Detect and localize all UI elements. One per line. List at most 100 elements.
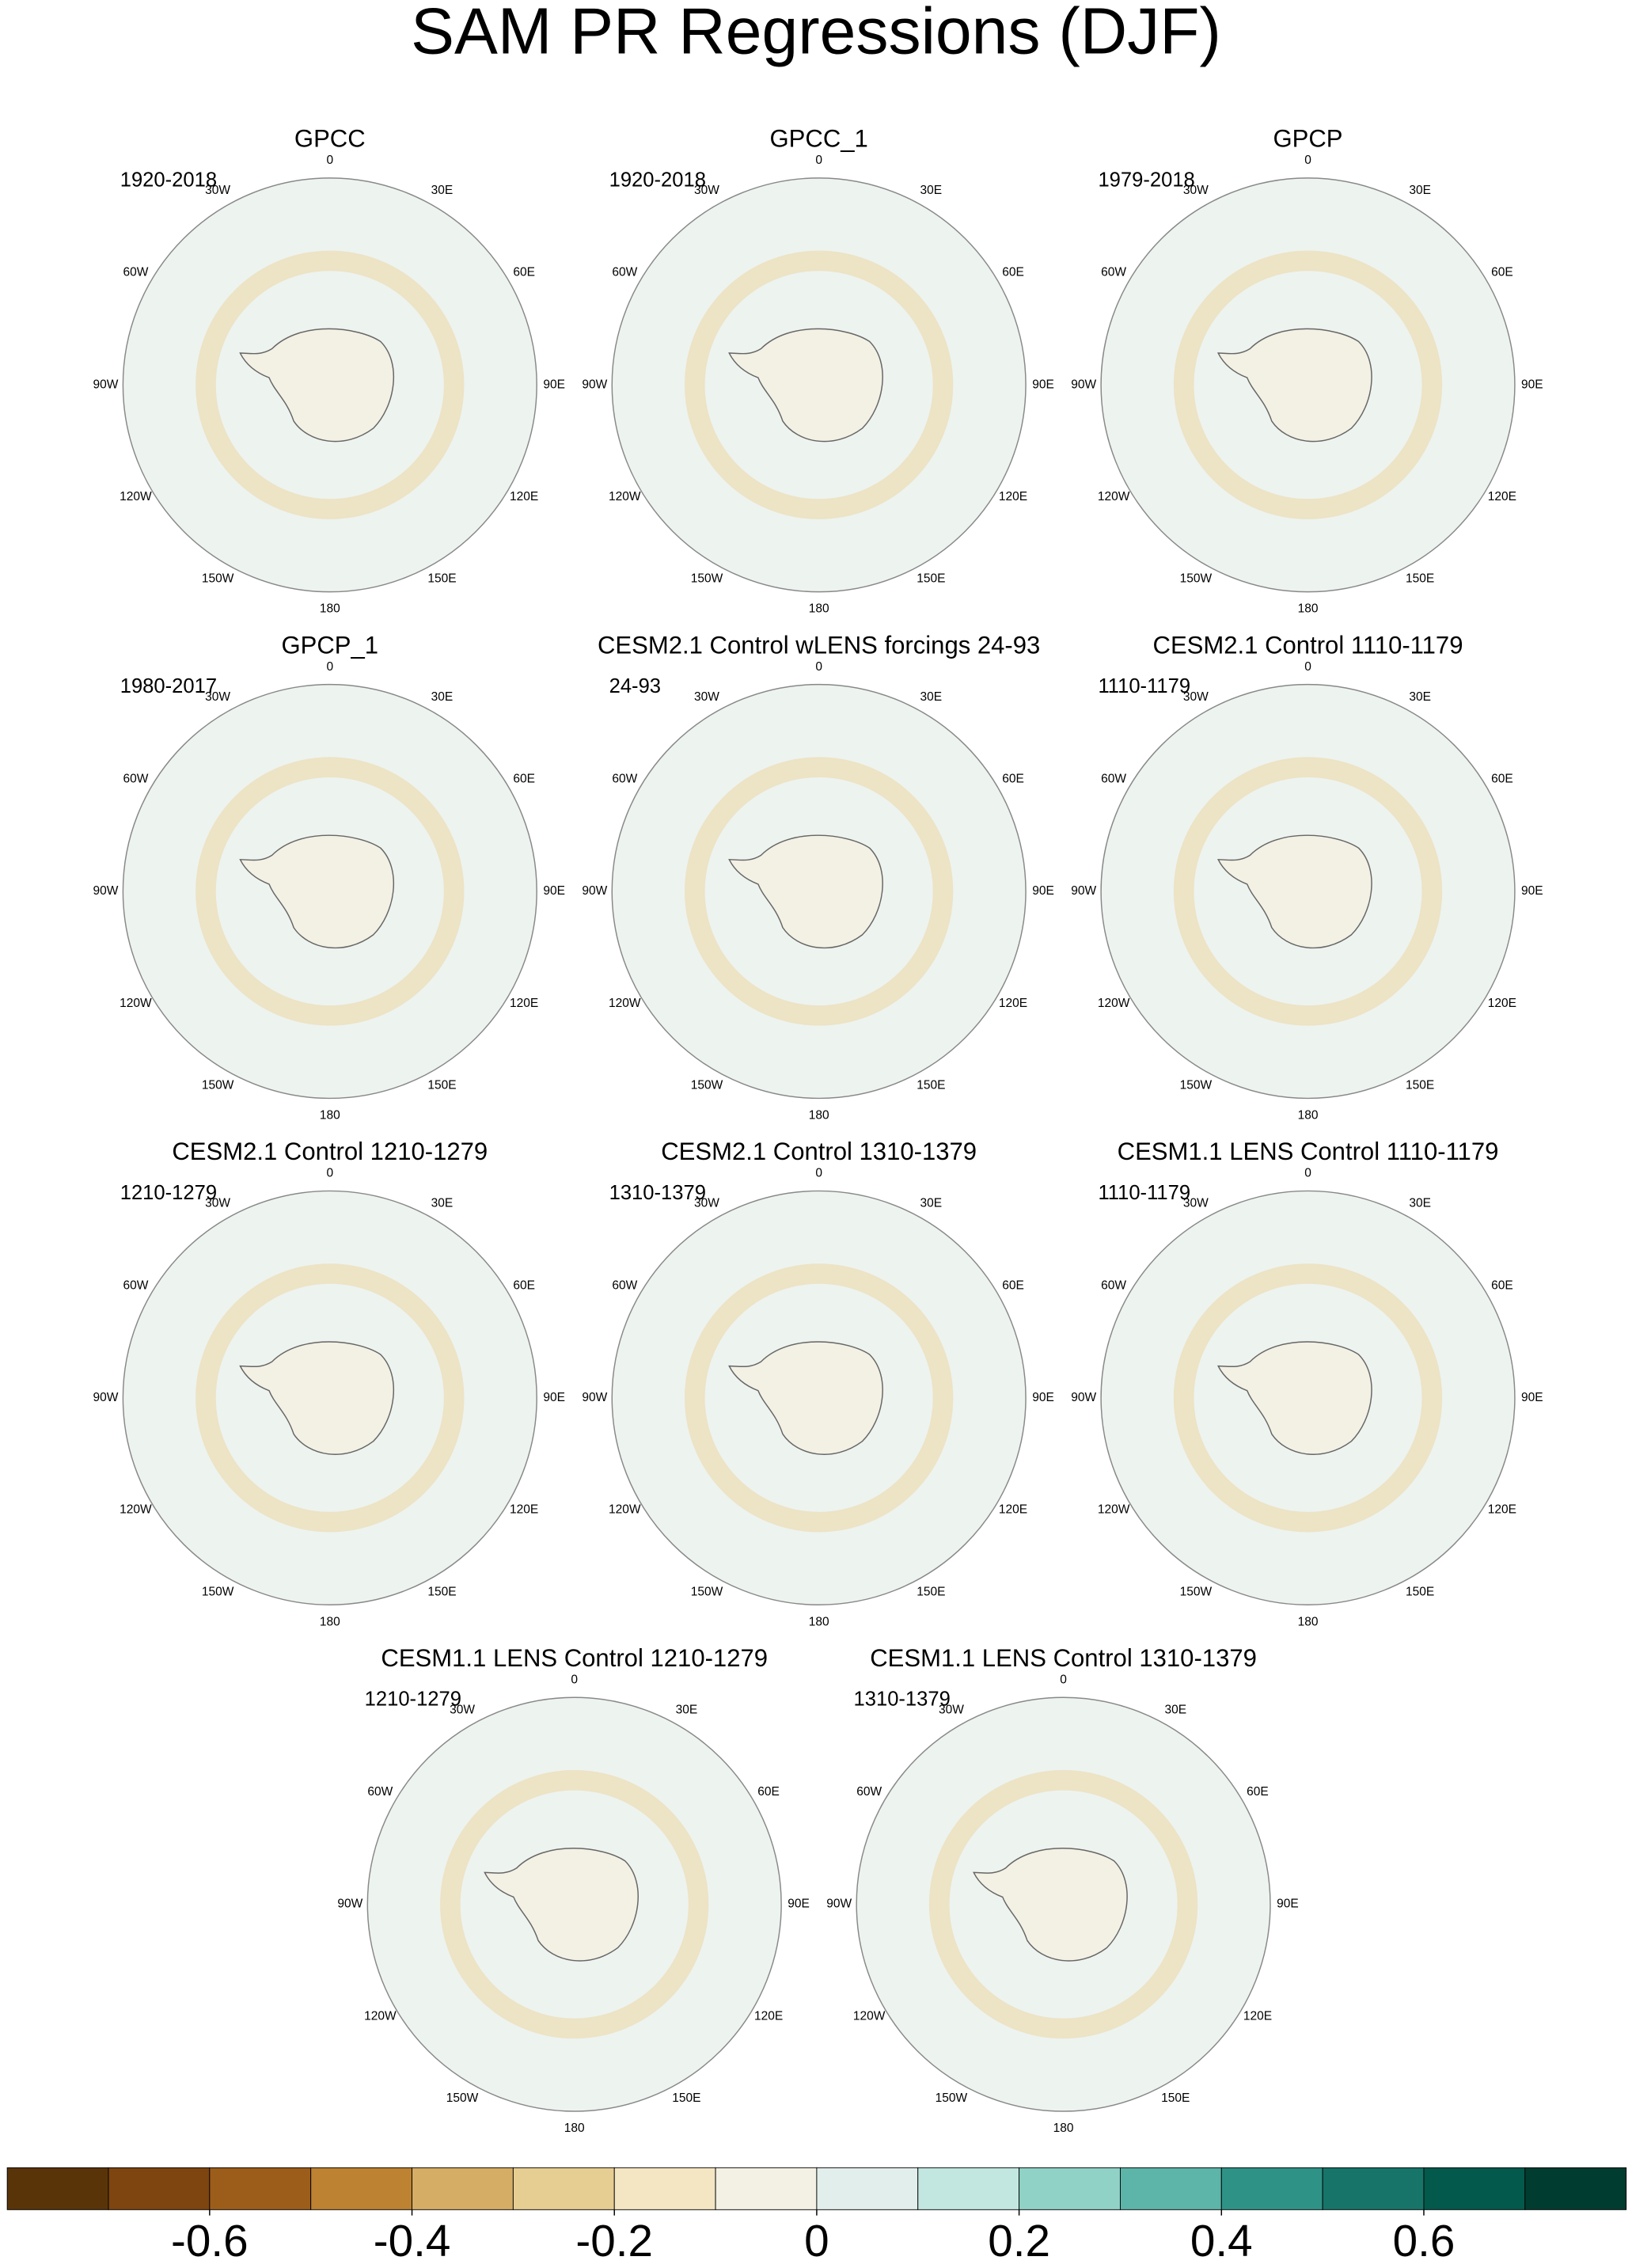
map-panel: CESM1.1 LENS Control 1310-1379 1310-1379 0… [826, 1644, 1298, 2135]
panel-title: CESM2.1 Control 1110-1179 [1153, 631, 1463, 659]
lon-label: 150E [1406, 1585, 1434, 1598]
lon-label: 60E [513, 266, 535, 279]
lon-label: 150W [202, 572, 234, 586]
lon-label: 150W [1180, 572, 1213, 586]
lon-label: 120W [120, 1503, 152, 1517]
lon-label: 60W [612, 266, 637, 279]
lon-label: 60E [1002, 772, 1024, 785]
lon-label: 150E [917, 1079, 945, 1092]
lon-label: 120W [609, 997, 641, 1010]
lon-label: 60E [1002, 1278, 1024, 1292]
lon-label: 60W [1101, 266, 1126, 279]
lon-label: 90E [543, 1391, 565, 1404]
lon-label: 120E [510, 490, 538, 503]
panel-title: GPCP [1273, 125, 1342, 153]
lon-label: 90E [1032, 378, 1054, 391]
lon-label: 90W [582, 884, 607, 898]
lon-label: 90W [93, 378, 119, 391]
lon-label: 60W [612, 772, 637, 785]
map-ring [685, 250, 954, 519]
map-ring [195, 757, 465, 1026]
lon-label: 60W [123, 772, 148, 785]
antarctica [728, 834, 883, 949]
map-ring [928, 1769, 1198, 2039]
antarctica [728, 1341, 883, 1455]
lon-label: 30E [431, 184, 454, 197]
map-panel: GPCC 1920-2018 0 30E 60E 90E 120E 150E 180 150W 12… [93, 125, 565, 616]
colorbar-box [1322, 2167, 1425, 2210]
lon-label: 120E [1243, 2009, 1272, 2023]
lon-label: 30E [1409, 1197, 1431, 1210]
lon-label: 60W [856, 1785, 882, 1799]
lon-label: 60W [1101, 1278, 1126, 1292]
colorbar-tick-label: 0.2 [988, 2217, 1050, 2266]
map-panel: CESM1.1 LENS Control 1210-1279 1210-1279 0… [337, 1644, 809, 2135]
map-panel: GPCP_1 1980-2017 0 30E 60E 90E 120E 150E 180 150W… [93, 631, 565, 1122]
lon-label: 90W [93, 884, 119, 898]
lon-label: 30W [1183, 1197, 1209, 1210]
colorbar-box [1423, 2167, 1526, 2210]
lon-label: 90E [1521, 378, 1543, 391]
lon-label: 30E [1409, 690, 1431, 704]
figure-title: SAM PR Regressions (DJF) [411, 0, 1221, 67]
lon-label: 90W [93, 1391, 119, 1404]
lon-label: 60W [367, 1785, 393, 1799]
panel-period: 1110-1179 [1098, 1182, 1190, 1204]
colorbar-box [6, 2167, 109, 2210]
map-panel: GPCC_1 1920-2018 0 30E 60E 90E 120E 150E 180 150W… [582, 125, 1053, 616]
panel-title: GPCC_1 [770, 125, 868, 153]
panel-period: 1210-1279 [120, 1182, 217, 1204]
map-ring [1173, 250, 1443, 519]
lon-label: 120E [1488, 997, 1516, 1010]
lon-label: 60E [1247, 1785, 1269, 1799]
panel-period: 1980-2017 [120, 675, 217, 697]
lon-label: 30E [1409, 184, 1431, 197]
lon-label: 150W [202, 1585, 234, 1598]
lon-label: 30W [205, 690, 230, 704]
lon-label: 120W [609, 490, 641, 503]
map-ring [195, 250, 465, 519]
lon-label: 120W [364, 2009, 397, 2023]
lon-label: 90E [543, 378, 565, 391]
lon-label: 90W [1071, 1391, 1096, 1404]
antarctica [973, 1848, 1128, 1962]
lon-label: 90W [1071, 884, 1096, 898]
lon-label: 120E [510, 997, 538, 1010]
lon-label: 150W [1180, 1079, 1213, 1092]
lon-label: 90E [543, 884, 565, 898]
lon-label: 150E [672, 2091, 700, 2105]
lon-label: 150E [917, 1585, 945, 1598]
colorbar-box [816, 2167, 919, 2210]
panel-period: 1310-1379 [609, 1182, 706, 1204]
lon-label: 120E [999, 490, 1027, 503]
lon-label: 120W [120, 490, 152, 503]
panel-title: GPCP_1 [282, 631, 379, 659]
antarctica [239, 834, 395, 949]
lon-label: 60E [513, 772, 535, 785]
panel-period: 24-93 [609, 675, 661, 697]
map-panel: CESM2.1 Control wLENS forcings 24-93 24-9… [582, 631, 1053, 1122]
lon-label: 180 [1298, 1615, 1319, 1628]
lon-label: 150E [427, 572, 456, 586]
lon-label: 120E [754, 2009, 783, 2023]
panel-period: 1920-2018 [609, 169, 706, 191]
lon-label: 120E [1488, 490, 1516, 503]
map-ring [685, 1263, 954, 1533]
lon-label: 30W [1183, 184, 1209, 197]
lon-label: 120W [853, 2009, 886, 2023]
colorbar-box [715, 2167, 818, 2210]
map-ring [685, 757, 954, 1026]
lon-label: 90E [788, 1898, 810, 1911]
panel-period: 1210-1279 [365, 1689, 461, 1711]
lon-label: 0 [326, 660, 333, 674]
lon-label: 30E [431, 690, 454, 704]
lon-label: 30W [450, 1703, 475, 1716]
lon-label: 180 [1298, 1108, 1319, 1122]
colorbar-box [108, 2167, 211, 2210]
lon-label: 150E [1406, 1079, 1434, 1092]
lon-label: 30W [939, 1703, 964, 1716]
colorbar-tick-label: 0.6 [1393, 2217, 1456, 2266]
colorbar-box [1019, 2167, 1121, 2210]
lon-label: 120W [609, 1503, 641, 1517]
colorbar-tick-label: 0 [804, 2217, 829, 2266]
